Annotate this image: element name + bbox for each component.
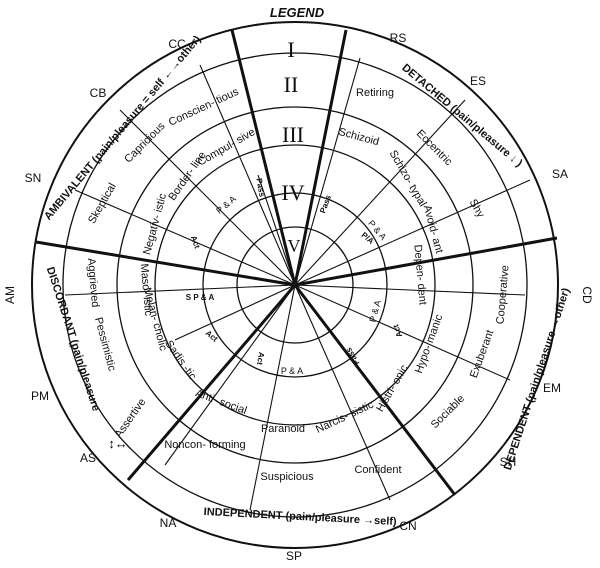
group-detached: DETACHED (pain/pleasure ↓ ): [399, 62, 524, 170]
spoke: [294, 284, 526, 296]
spoke: [294, 179, 531, 286]
style-cooperative: Cooperative: [494, 265, 511, 325]
divider-detached-dependent: [294, 236, 558, 287]
code-sn: SN: [25, 171, 42, 185]
group-independent: INDEPENDENT (pain/pleasure →self): [203, 506, 397, 528]
disorder-schizoid: Schizoid: [337, 126, 380, 148]
spoke: [294, 284, 511, 381]
code-pm: PM: [31, 389, 49, 403]
outer-codes: RS ES SA CD EM SH CN SP NA AS PM AM SN C…: [3, 31, 594, 563]
style-aggrieved: Aggrieved: [85, 258, 101, 308]
divider-dependent-independent: [293, 284, 457, 496]
outer-circle: [31, 21, 559, 549]
spoke: [294, 99, 466, 286]
legend-level-iv: IV: [281, 180, 304, 205]
spoke: [199, 64, 296, 286]
discordant-arrows-icon: ↕↔: [108, 436, 128, 451]
spoke: [164, 284, 296, 466]
spoke: [249, 284, 296, 511]
disorder-paranoid: Paranoid: [261, 423, 305, 435]
disorder-masochistic: Maso- istic: [138, 263, 155, 317]
code-am: AM: [3, 286, 17, 304]
spoke: [257, 174, 296, 286]
inner-act-lower-left: Act: [204, 328, 220, 343]
style-conscientious: Conscien- tious: [167, 86, 241, 129]
code-cb: CB: [90, 86, 107, 100]
disorder-dependent: Depen- dent: [411, 244, 428, 305]
legend-level-i: I: [287, 37, 294, 62]
ring-outer-band: [62, 52, 528, 518]
group-dividers: [35, 29, 558, 496]
spoke: [74, 189, 296, 286]
legend-level-v: V: [288, 236, 301, 256]
spoke: [64, 284, 296, 296]
disorder-hypomanic: Hypo- manic: [413, 312, 446, 375]
inner-act-left: Act: [189, 235, 202, 251]
inner-pass-left: Pass: [254, 178, 266, 199]
legend-level-iii: III: [282, 122, 304, 147]
style-assertive: Assertive: [113, 396, 149, 440]
code-cd: CD: [580, 286, 594, 304]
legend-title: LEGEND: [270, 5, 325, 20]
disorder-antisocial: Anti- social: [194, 387, 249, 417]
inner-pass-bottom: Pass: [344, 345, 361, 366]
legend-level-ii: II: [284, 72, 299, 97]
divider-legend-left: [230, 29, 297, 286]
inner-s-pa: S P & A: [186, 293, 215, 302]
code-cn: CN: [399, 519, 416, 533]
style-nonconforming: Noncon- forming: [164, 439, 245, 451]
code-na: NA: [160, 516, 177, 530]
style-pessimistic: Pessimistic: [92, 316, 118, 373]
spokes: [64, 57, 531, 511]
inner-act-right: Act: [391, 323, 404, 339]
ring-disorder: [154, 144, 436, 426]
code-sa: SA: [552, 167, 568, 181]
code-em: EM: [543, 381, 561, 395]
spoke: [294, 284, 391, 501]
ring-style: [116, 106, 474, 464]
divider-legend-right: [293, 29, 348, 286]
code-sh: SH: [500, 455, 517, 469]
disorder-histrionic: Histri- onic: [374, 363, 411, 414]
code-cc: CC: [168, 37, 186, 51]
inner-pa-independent: P & A: [281, 366, 303, 376]
disorder-narcissistic: Narcis- sistic: [314, 398, 376, 435]
code-as: AS: [80, 451, 96, 465]
inner-act-bottom: Act: [255, 351, 266, 366]
inner-labels: P & A P & A P & A P & A Pass Pass Pass A…: [186, 178, 404, 376]
style-sociable: Sociable: [429, 393, 467, 431]
disorder-negativistic: Negativ- istic: [141, 192, 169, 256]
code-sp: SP: [286, 549, 302, 563]
style-confident: Confident: [354, 464, 401, 476]
style-suspicious: Suspicious: [260, 471, 314, 483]
spoke: [294, 57, 361, 286]
style-skeptical: Skeptical: [86, 181, 119, 226]
group-dependent: DEPENDENT (pain/pleasure →other): [502, 286, 572, 471]
ring-level-v: [236, 226, 354, 344]
ring-level-iv: [202, 192, 388, 378]
spoke: [119, 109, 296, 286]
inner-pa-ambivalent: P & A: [214, 194, 238, 216]
center-hub: [292, 282, 298, 288]
code-rs: RS: [390, 31, 407, 45]
spoke: [174, 284, 296, 341]
code-es: ES: [470, 74, 486, 88]
style-retiring: Retiring: [356, 87, 394, 99]
divider-independent-discordant: [126, 284, 297, 481]
divider-discordant-ambivalent: [35, 240, 296, 287]
